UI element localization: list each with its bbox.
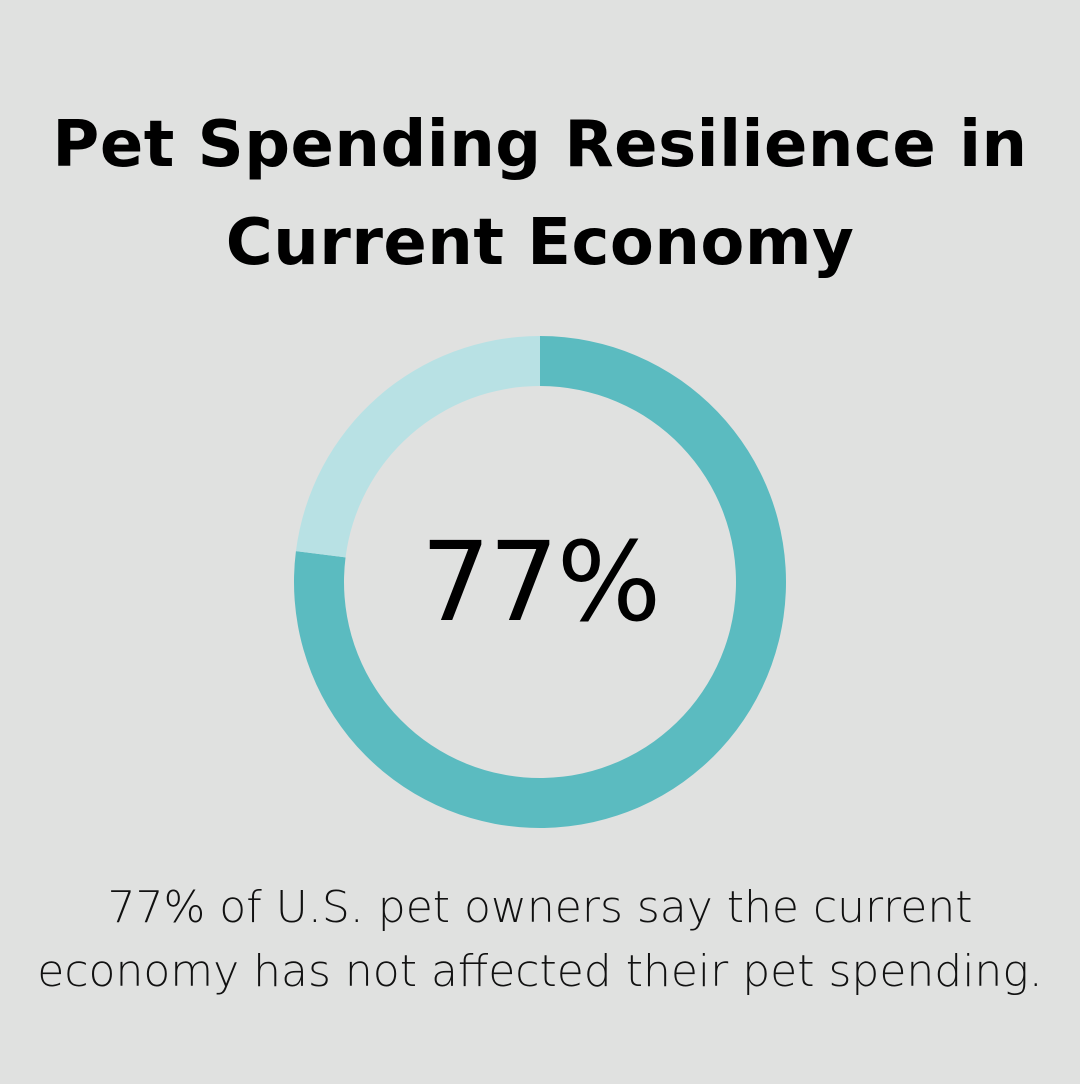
chart-title-line-1: Pet Spending Resilience in: [52, 108, 1028, 182]
chart-caption-line-2: economy has not affected their pet spend…: [37, 946, 1043, 997]
donut-chart: [294, 336, 786, 828]
chart-title-line-2: Current Economy: [225, 206, 855, 280]
donut-slice-affected: [295, 336, 540, 558]
chart-caption-line-1: 77% of U.S. pet owners say the current: [107, 882, 973, 933]
chart-caption: 77% of U.S. pet owners say the current e…: [30, 876, 1050, 1004]
chart-title: Pet Spending Resilience in Current Econo…: [40, 96, 1040, 292]
donut-center-value: 77%: [420, 518, 662, 646]
